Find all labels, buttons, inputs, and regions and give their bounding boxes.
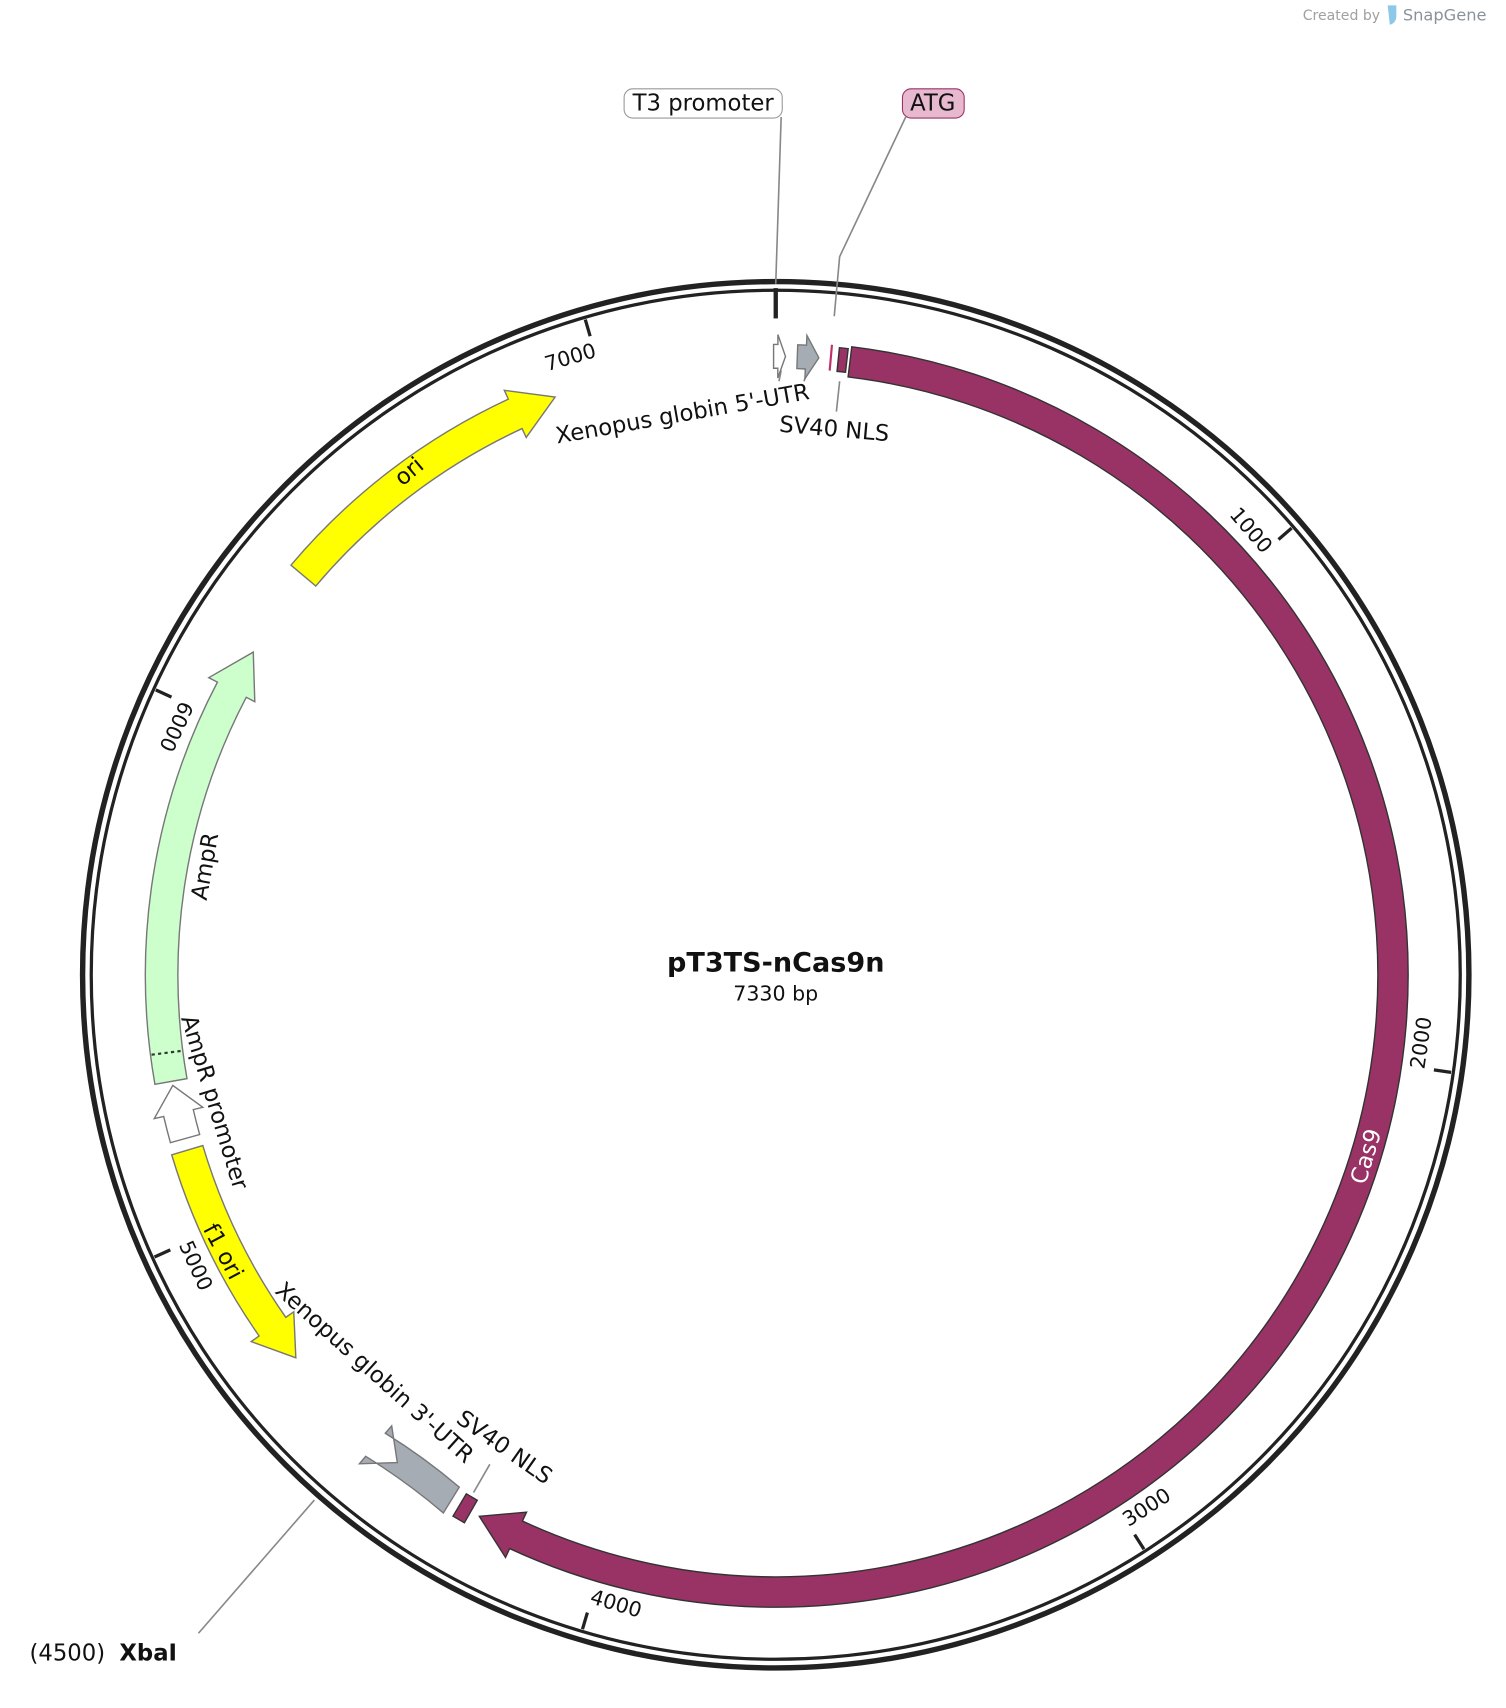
tick-label: 2000 <box>1405 1015 1436 1070</box>
feature <box>357 1424 461 1515</box>
feature <box>478 346 1409 1608</box>
feature-divider <box>148 1049 181 1057</box>
site-position: (4500) <box>30 1640 106 1666</box>
callout-label: ATG <box>910 90 955 116</box>
feature <box>170 1144 297 1359</box>
tick-mark <box>1133 1533 1146 1551</box>
tick-mark <box>155 688 173 699</box>
callout-line <box>833 116 907 317</box>
feature <box>289 389 557 588</box>
feature <box>836 346 849 374</box>
feature-label: Xenopus globin 5'-UTR <box>554 379 812 449</box>
tick-mark <box>1433 1068 1452 1075</box>
callout-line <box>774 116 782 284</box>
tick-label: 7000 <box>542 338 599 376</box>
atg-mark <box>828 344 834 371</box>
callout-label: T3 promoter <box>632 90 775 116</box>
watermark-logo <box>1387 5 1397 25</box>
feature <box>452 1492 479 1524</box>
tick-mark <box>153 1248 171 1259</box>
callout-box <box>901 88 965 119</box>
tick-mark <box>580 1612 589 1630</box>
watermark-prefix: Created by <box>1303 8 1380 24</box>
callout-box <box>623 88 783 119</box>
feature-label: SV40 NLS <box>778 412 890 448</box>
feature <box>796 332 820 382</box>
site-enzyme: XbaI <box>119 1640 177 1666</box>
feature <box>152 1084 205 1144</box>
tick-mark <box>583 319 592 337</box>
feature <box>144 650 256 1086</box>
plasmid-name: pT3TS-nCas9n <box>667 947 884 978</box>
tick-mark <box>1277 526 1293 541</box>
feature <box>772 334 787 379</box>
label-line <box>472 1463 491 1493</box>
label-line <box>835 381 841 412</box>
site-line <box>197 1499 315 1634</box>
plasmid-size: 7330 bp <box>733 981 818 1005</box>
label-line <box>778 370 782 382</box>
watermark-brand: SnapGene <box>1403 6 1487 25</box>
feature-label: Xenopus globin 3'-UTR <box>270 1277 479 1468</box>
